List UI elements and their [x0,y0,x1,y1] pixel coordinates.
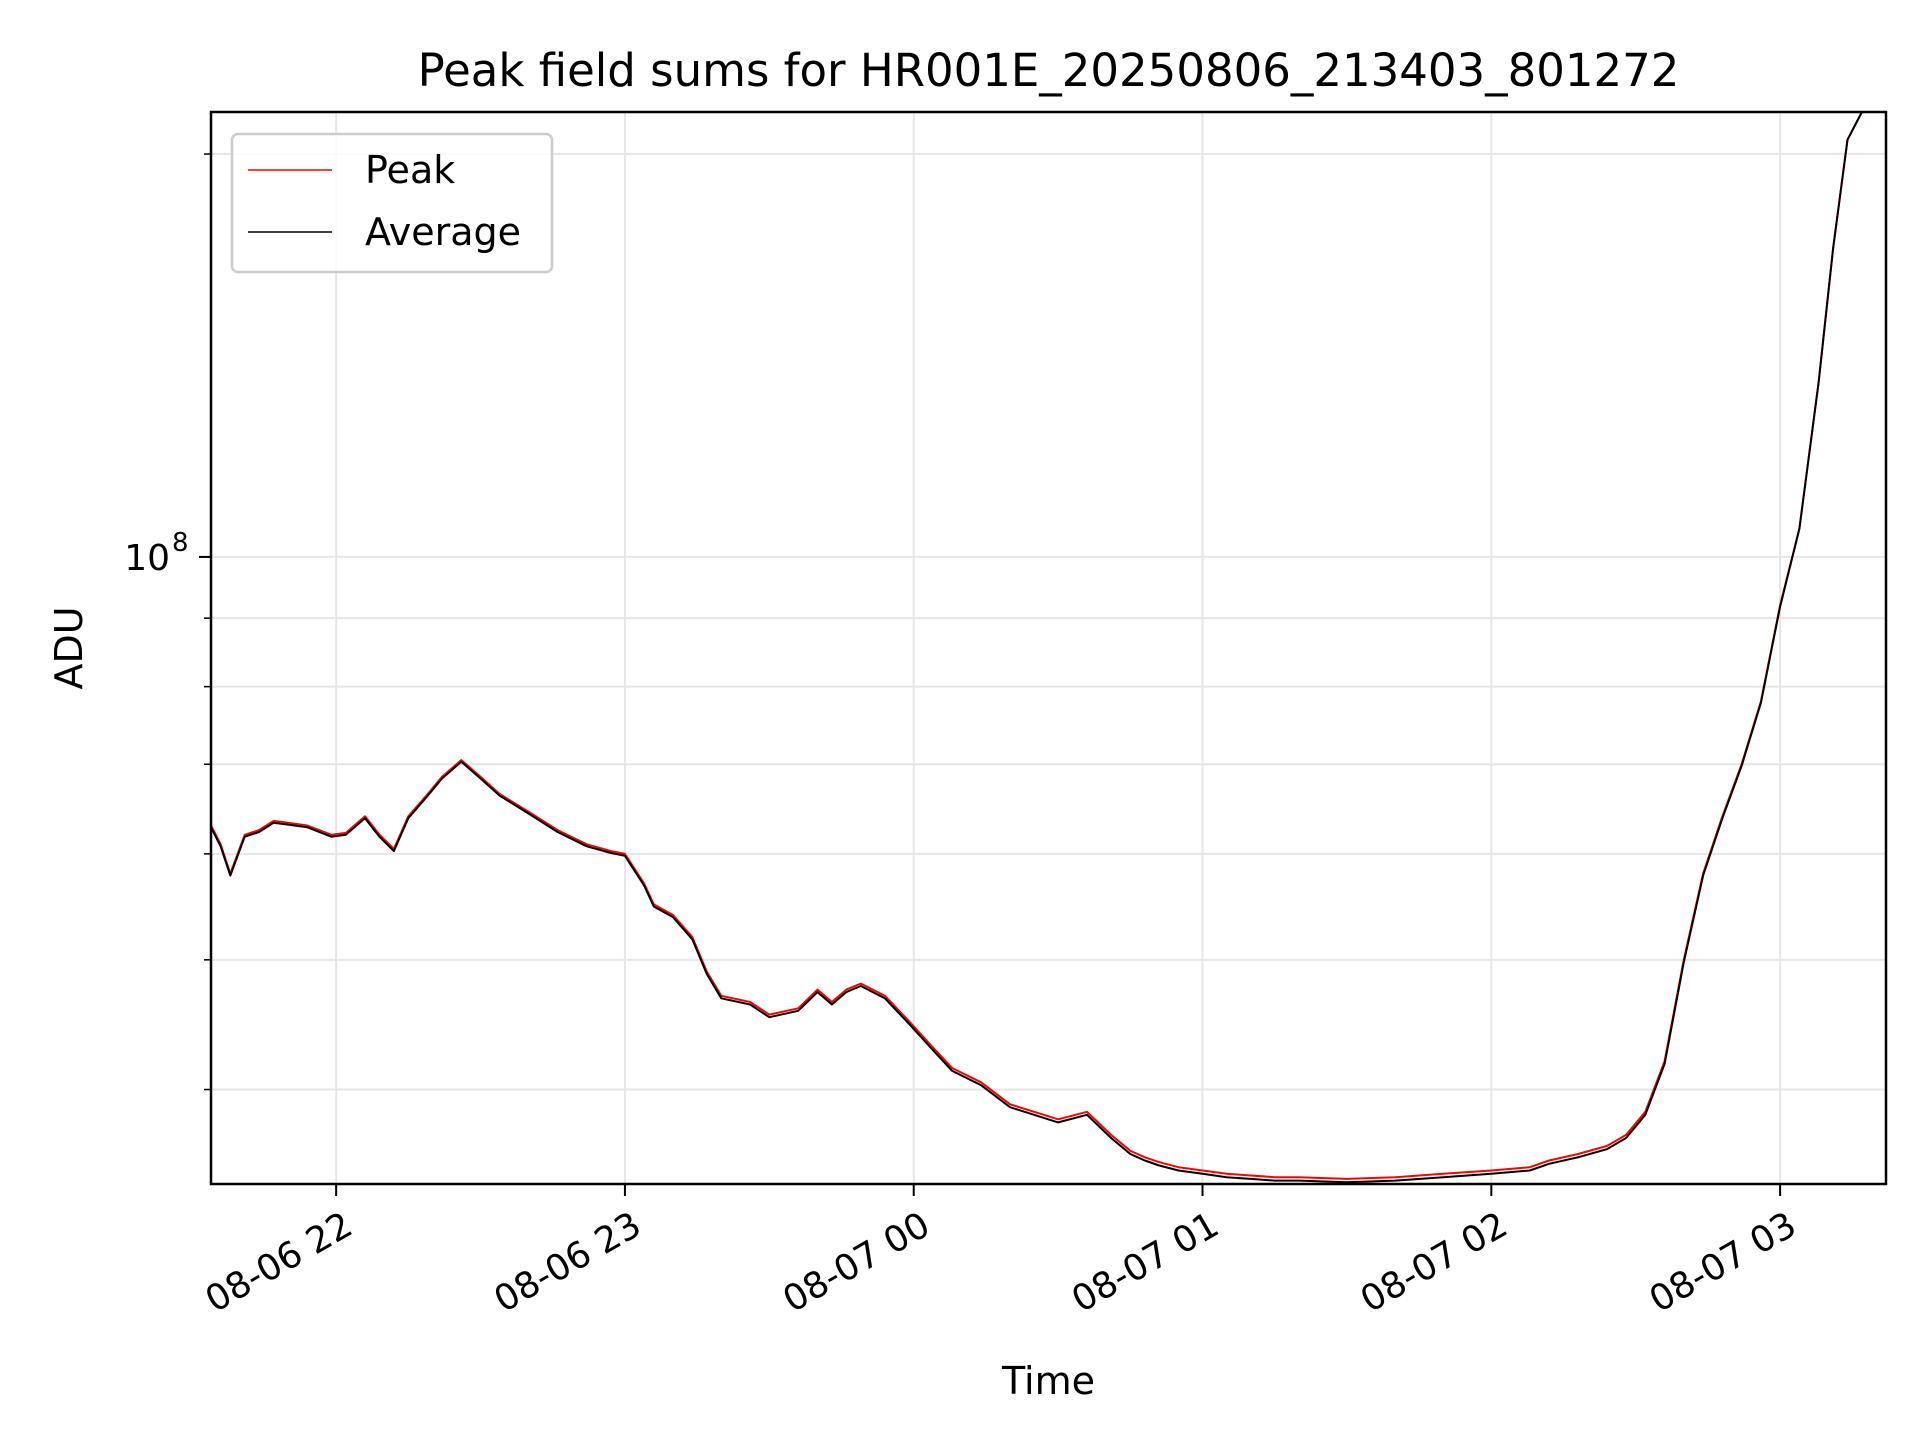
chart-title: Peak field sums for HR001E_20250806_2134… [418,44,1680,97]
legend-label-peak: Peak [365,148,455,192]
x-axis-label: Time [1001,1359,1095,1403]
y-axis-label: ADU [47,606,91,689]
y-tick-label: 10 [124,538,170,579]
plot-frame [209,110,1888,1186]
y-tick-label-exponent: 8 [172,528,189,558]
legend-label-average: Average [365,210,521,254]
series-line-average [210,111,1863,1184]
series-layer [210,111,1863,1184]
legend-box [230,132,554,274]
legend: Peak Average [230,132,554,274]
grid [211,112,1886,1184]
